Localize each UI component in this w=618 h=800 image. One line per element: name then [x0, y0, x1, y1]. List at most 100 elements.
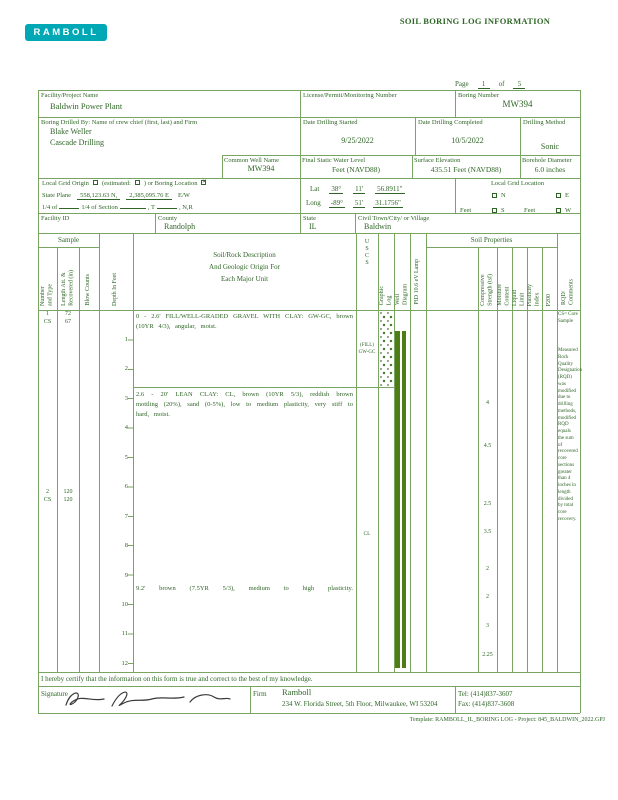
- firm-address: 234 W. Florida Street, 5th Floor, Milwau…: [282, 700, 438, 708]
- grid-line: [580, 90, 581, 713]
- page-total: 5: [513, 80, 526, 89]
- blank-field: [119, 208, 146, 209]
- grid-line: [356, 233, 357, 672]
- surface-elevation-value: 435.51 Feet (NAVD88): [430, 165, 502, 174]
- number-type-column-header: Number and Type: [40, 284, 54, 306]
- sample-group-header: Sample: [58, 236, 79, 244]
- drilling-method-label: Drilling Method: [523, 119, 566, 126]
- drilled-by-label: Boring Drilled By: Name of crew chief (f…: [41, 119, 198, 126]
- grid-origin-row: Local Grid Origin (estimated: ) or Borin…: [42, 180, 207, 187]
- telephone: Tel: (414)837-3607: [458, 690, 513, 698]
- compressive-strength-column-header: Compressive Strength (tsf): [480, 274, 494, 306]
- common-well-name-value: MW394: [247, 164, 275, 173]
- grid-line: [79, 247, 80, 672]
- moisture-content-column-header: Moisture Content: [497, 284, 511, 306]
- latitude-row: Lat 38° 11' 56.8911": [310, 185, 405, 194]
- ramboll-logo-text: RAMBOLL: [33, 27, 99, 38]
- template-note: Template: RAMBOLL_IL_BORING LOG - Projec…: [409, 717, 605, 723]
- quarter2-label: 1/4 of Section: [81, 204, 118, 211]
- fax: Fax: (414)837-3608: [458, 700, 515, 708]
- grid-line: [300, 90, 301, 233]
- west-checkbox: [556, 208, 561, 213]
- grid-line: [38, 713, 580, 714]
- depth-mark: 4: [124, 424, 128, 431]
- depth-mark: 2: [124, 365, 128, 372]
- grid-line: [38, 178, 580, 179]
- well-casing-bar: [395, 331, 400, 668]
- rqd-comments-column-header: RQD/ Comments: [561, 278, 575, 305]
- grid-line: [478, 247, 479, 672]
- grid-line: [455, 90, 456, 117]
- sample-number: 2: [46, 489, 49, 495]
- grid-line: [520, 117, 521, 178]
- depth-mark: 12: [121, 660, 129, 667]
- long-label: Long: [306, 199, 321, 207]
- well-casing-bar: [402, 331, 406, 668]
- page-title: SOIL BORING LOG INFORMATION: [399, 16, 551, 26]
- facility-project-label: Facility/Project Name: [41, 92, 99, 99]
- depth-mark: 1: [124, 336, 128, 343]
- grid-line: [394, 233, 395, 672]
- long-seconds: 31.1756": [373, 199, 403, 208]
- compressive-strength-value: 3.5: [483, 529, 492, 535]
- state-plane-northing: 558,123.63 N,: [77, 192, 121, 200]
- grid-line: [497, 247, 498, 672]
- depth-mark: 6: [124, 483, 128, 490]
- page-indicator: Page 1 of 5: [455, 80, 526, 89]
- depth-mark: 7: [124, 513, 128, 520]
- soil-description: 0 - 2.6' FILL/WELL-GRADED GRAVEL WITH CL…: [136, 313, 353, 330]
- boring-number-value: MW394: [502, 99, 533, 109]
- compressive-strength-value: 2: [486, 566, 489, 572]
- grid-line: [410, 233, 411, 672]
- signature-label: Signature: [41, 690, 68, 698]
- local-grid-origin-checkbox: [92, 180, 98, 185]
- grid-line: [426, 247, 557, 248]
- blank-field: [59, 208, 80, 209]
- grid-line: [250, 686, 251, 713]
- state-plane-easting: 2,385,095.76 E: [126, 192, 173, 200]
- sample-number: 1: [46, 311, 49, 317]
- depth-mark: 5: [124, 454, 128, 461]
- lat-minutes: 11': [353, 185, 366, 194]
- uscs-value: (FILL) GW-GC: [358, 343, 376, 355]
- drilling-method-value: Sonic: [540, 142, 560, 151]
- grid-line: [455, 178, 456, 213]
- soil-properties-group-header: Soil Properties: [470, 236, 513, 244]
- sample-recovered: 120: [63, 497, 73, 503]
- grid-line: [557, 233, 558, 672]
- soil-description: 2.6 - 20' LEAN CLAY: CL, brown (10YR 5/3…: [136, 391, 353, 418]
- sample-type: CS: [43, 497, 52, 503]
- grid-line: [542, 247, 543, 672]
- township-label: , T: [147, 204, 155, 211]
- facility-project-value: Baldwin Power Plant: [50, 101, 123, 111]
- south-label: S: [501, 207, 505, 214]
- compressive-strength-value: 2.25: [482, 652, 493, 658]
- estimated-label: (estimated:: [101, 180, 131, 187]
- local-grid-location-title: Local Grid Location: [490, 180, 545, 187]
- west-label: W: [565, 207, 572, 214]
- compressive-strength-value: 3: [486, 623, 489, 629]
- grid-line: [378, 233, 379, 672]
- boring-location-label: ) or Boring Location: [143, 180, 198, 187]
- quarter-section-row: 1/4 of 1/4 of Section , T , N,R: [42, 204, 193, 211]
- common-well-name-label: Common Well Name: [224, 157, 279, 164]
- grid-line: [527, 247, 528, 672]
- grid-line: [222, 155, 580, 156]
- grid-line: [426, 233, 427, 672]
- lat-seconds: 56.8911": [375, 185, 405, 194]
- page-label: Page: [455, 80, 469, 88]
- grid-line: [38, 247, 99, 248]
- static-water-level-value: Feet (NAVD88): [332, 165, 380, 174]
- grid-line: [222, 155, 223, 178]
- liquid-limit-column-header: Liquid Limit: [512, 290, 526, 306]
- boring-location-checkbox: [201, 180, 207, 185]
- borehole-diameter-label: Borehole Diameter: [522, 157, 572, 164]
- depth-mark: 11: [121, 630, 128, 637]
- grid-line: [38, 213, 580, 214]
- comment-note: Measured Rock Quality Designation (RQD) …: [558, 348, 583, 522]
- local-grid-origin-label: Local Grid Origin: [42, 180, 89, 187]
- long-degrees: -89°: [328, 199, 345, 208]
- comment-note: CS= Core Sample: [558, 312, 578, 324]
- date-completed-label: Date Drilling Completed: [418, 119, 483, 126]
- blank-field: [156, 208, 177, 209]
